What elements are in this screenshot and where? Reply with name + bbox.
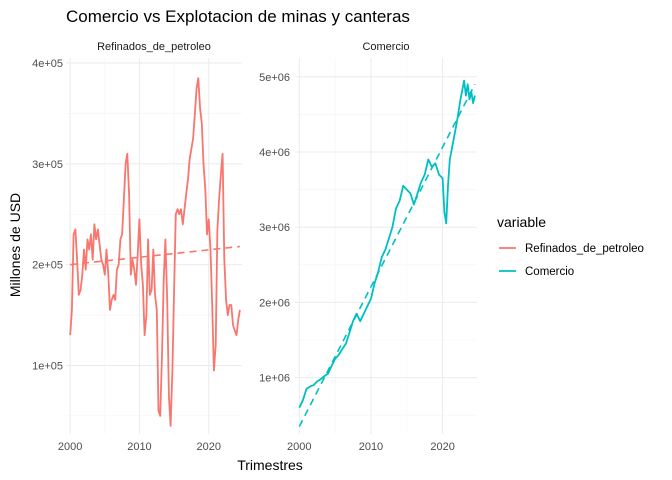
series-line-2 — [298, 79, 476, 409]
trend-line-2 — [298, 83, 476, 427]
y-tick-label: 4e+06 — [259, 147, 290, 159]
legend-label-1: Refinados_de_petroleo — [525, 243, 644, 255]
x-tick-label: 2020 — [196, 441, 220, 453]
legend-label-2: Comercio — [525, 266, 574, 278]
y-tick-label: 4e+05 — [32, 58, 63, 70]
y-tick-label: 1e+05 — [32, 360, 63, 372]
legend: variable Refinados_de_petroleo Comercio — [497, 214, 644, 278]
y-tick-label: 2e+05 — [32, 260, 63, 272]
x-tick-label: 2000 — [58, 441, 82, 453]
x-tick-label: 2000 — [287, 441, 311, 453]
x-tick-label: 2020 — [430, 441, 454, 453]
facet-strip-label: Comercio — [362, 41, 409, 53]
y-tick-label: 3e+05 — [32, 159, 63, 171]
y-axis-title: Millones de USD — [7, 193, 23, 297]
chart-title: Comercio vs Explotacion de minas y cante… — [66, 7, 410, 26]
y-tick-label: 3e+06 — [259, 222, 290, 234]
legend-title: variable — [497, 214, 546, 230]
x-tick-label: 2010 — [359, 441, 383, 453]
facet-panels: Refinados_de_petroleo 2000 2010 2020 1e+05 2e… — [32, 41, 477, 453]
series-line-1 — [69, 77, 241, 427]
facet-strip-label: Refinados_de_petroleo — [97, 41, 211, 53]
y-tick-label: 1e+06 — [259, 373, 290, 385]
y-tick-label: 2e+06 — [259, 297, 290, 309]
trend-line-1 — [70, 245, 241, 266]
x-tick-label: 2010 — [127, 441, 151, 453]
panel-2: Comercio 2000 2010 2020 1e+06 2e+06 3e+06 4e+06… — [259, 41, 477, 453]
x-axis-title: Trimestres — [237, 457, 303, 473]
y-tick-label: 5e+06 — [259, 72, 290, 84]
panel-1: Refinados_de_petroleo 2000 2010 2020 1e+05 2e… — [32, 41, 242, 453]
